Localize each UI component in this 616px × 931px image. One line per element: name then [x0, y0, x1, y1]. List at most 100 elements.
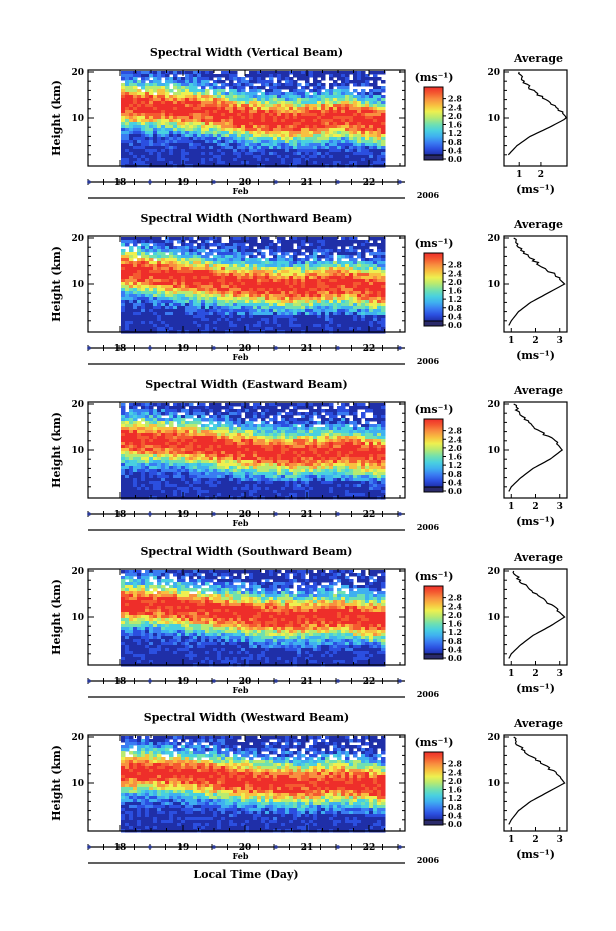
heat-cell	[281, 279, 286, 283]
heat-cell	[149, 297, 154, 301]
heat-cell	[329, 152, 334, 156]
heat-cell	[141, 240, 146, 244]
heat-cell	[301, 128, 306, 132]
heat-cell	[133, 155, 138, 159]
heat-cell	[181, 140, 186, 144]
heat-cell	[213, 291, 218, 295]
heat-cell	[177, 237, 182, 241]
heat-cell	[317, 258, 322, 262]
heat-cell	[213, 418, 218, 422]
heat-cell	[269, 119, 274, 123]
heat-cell	[253, 285, 258, 289]
heat-cell	[301, 427, 306, 431]
heat-cell	[293, 327, 298, 331]
heat-cell	[265, 161, 270, 165]
heat-cell	[137, 258, 142, 262]
heat-cell	[133, 243, 138, 247]
heat-cell	[333, 101, 338, 105]
heat-cell	[213, 155, 218, 159]
heat-cell	[157, 306, 162, 310]
heat-cell	[289, 309, 294, 313]
heat-cell	[241, 137, 246, 141]
heat-cell	[205, 104, 210, 108]
heat-cell	[249, 409, 254, 413]
heat-cell	[213, 436, 218, 440]
heat-cell	[129, 249, 134, 253]
heat-cell	[209, 403, 214, 407]
heat-cell	[209, 276, 214, 280]
heat-cell	[293, 273, 298, 277]
heat-cell	[189, 321, 194, 325]
heat-cell	[205, 318, 210, 322]
heat-cell	[269, 273, 274, 277]
heat-cell	[233, 71, 238, 75]
heat-cell	[269, 267, 274, 271]
heat-cell	[381, 273, 386, 277]
year-label: 2006	[417, 190, 440, 200]
heat-cell	[209, 430, 214, 434]
heat-cell	[313, 303, 318, 307]
heat-cell	[137, 424, 142, 428]
heat-cell	[289, 128, 294, 132]
heat-cell	[261, 294, 266, 298]
heat-cell	[281, 95, 286, 99]
heat-cell	[325, 303, 330, 307]
heat-cell	[249, 113, 254, 117]
heat-cell	[269, 92, 274, 96]
heat-cell	[237, 327, 242, 331]
heat-cell	[265, 137, 270, 141]
heat-cell	[301, 433, 306, 437]
heat-cell	[373, 80, 378, 84]
heat-cell	[189, 436, 194, 440]
colorbar-tick-label: 2.4	[448, 268, 462, 278]
heat-cell	[317, 128, 322, 132]
heat-cell	[209, 436, 214, 440]
heat-cell	[293, 134, 298, 138]
colorbar-tick-label: 2.0	[448, 111, 462, 121]
heat-cell	[157, 412, 162, 416]
heat-cell	[277, 246, 282, 250]
heat-cell	[317, 421, 322, 425]
heat-cell	[145, 149, 150, 153]
heat-cell	[221, 288, 226, 292]
heat-cell	[241, 116, 246, 120]
heat-cell	[153, 412, 158, 416]
heat-cell	[281, 113, 286, 117]
heat-cell	[253, 273, 258, 277]
heat-cell	[353, 427, 358, 431]
heat-cell	[273, 430, 278, 434]
heat-cell	[293, 279, 298, 283]
heat-cell	[133, 421, 138, 425]
heat-cell	[333, 98, 338, 102]
heat-cell	[269, 83, 274, 87]
heat-cell	[301, 119, 306, 123]
heat-cell	[277, 288, 282, 292]
heat-cell	[153, 74, 158, 78]
heat-cell	[129, 261, 134, 265]
heat-cell	[309, 137, 314, 141]
heat-cell	[133, 312, 138, 316]
heat-cell	[357, 155, 362, 159]
heat-cell	[233, 255, 238, 259]
heat-cell	[357, 403, 362, 407]
heat-cell	[321, 264, 326, 268]
heat-cell	[157, 309, 162, 313]
heat-cell	[277, 427, 282, 431]
heat-cell	[209, 291, 214, 295]
heat-cell	[189, 415, 194, 419]
heat-cell	[185, 321, 190, 325]
heat-cell	[365, 146, 370, 150]
heat-cell	[313, 427, 318, 431]
heat-cell	[349, 318, 354, 322]
heat-cell	[157, 291, 162, 295]
heat-cell	[269, 276, 274, 280]
average-x-tick-label: 1	[516, 170, 522, 180]
heat-cell	[153, 424, 158, 428]
heat-cell	[145, 306, 150, 310]
heat-cell	[141, 249, 146, 253]
heat-cell	[233, 267, 238, 271]
heat-cell	[237, 303, 242, 307]
heat-cell	[165, 433, 170, 437]
heat-cell	[361, 71, 366, 75]
heat-cell	[201, 240, 206, 244]
